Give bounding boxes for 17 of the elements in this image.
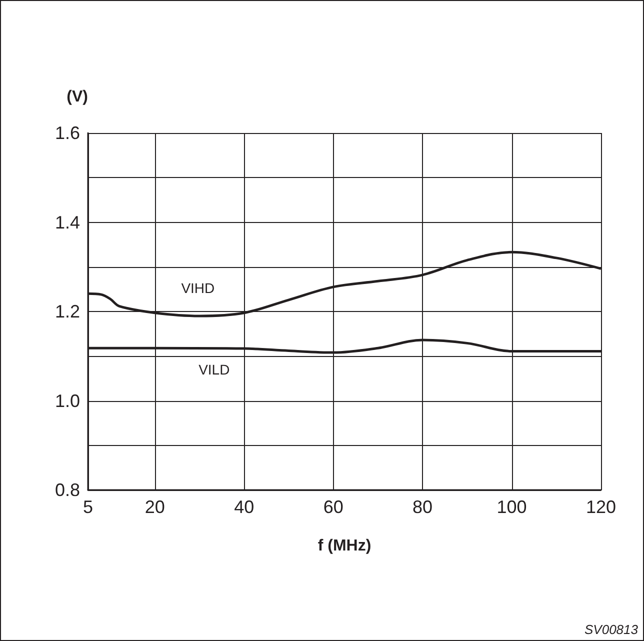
x-axis-title: f (MHz) xyxy=(318,538,372,554)
x-tick-label: 80 xyxy=(412,497,433,517)
text: SV00813 xyxy=(584,622,638,637)
text: 1.0 xyxy=(54,390,80,411)
series-label: VIHD xyxy=(181,280,215,296)
y-tick-label: 0.8 xyxy=(54,480,80,500)
y-tick-label: 1.4 xyxy=(54,212,80,232)
x-tick-label: 40 xyxy=(234,497,254,517)
y-tick-label: 1.2 xyxy=(54,302,80,322)
x-tick-label: 20 xyxy=(144,497,165,517)
y-tick-label: 1.6 xyxy=(54,123,80,143)
y-axis-title: (V) xyxy=(66,88,88,106)
x-tick-label: 60 xyxy=(323,497,344,517)
series-label: VILD xyxy=(198,362,230,378)
x-tick-label: 120 xyxy=(586,497,616,517)
x-tick-label: 5 xyxy=(82,497,94,517)
x-tick-label: 100 xyxy=(496,497,527,517)
